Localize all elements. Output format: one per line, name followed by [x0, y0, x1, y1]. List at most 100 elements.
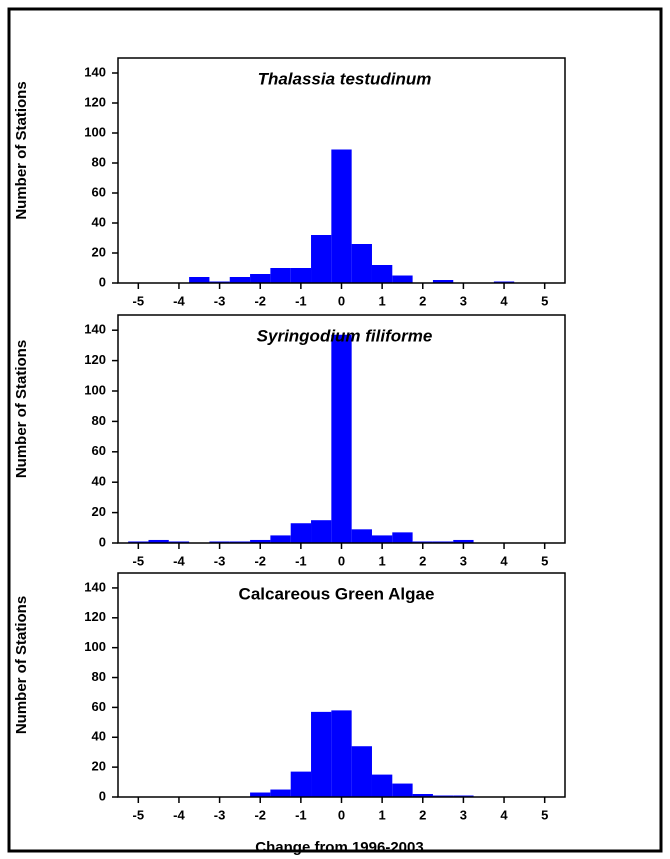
x-tick-label: 4	[500, 807, 508, 822]
bar	[351, 529, 372, 543]
x-tick-label: -5	[133, 553, 145, 568]
bar	[128, 541, 149, 543]
y-tick-label: 60	[92, 184, 106, 199]
bar	[148, 539, 169, 543]
bar	[229, 541, 251, 543]
bar	[331, 334, 352, 543]
x-tick-label: 0	[338, 807, 345, 822]
y-tick-label: 0	[99, 274, 106, 289]
x-tick-label: -2	[254, 553, 266, 568]
chart-title: Thalassia testudinum	[258, 69, 432, 88]
x-tick-label: 4	[500, 553, 508, 568]
x-tick-label: 3	[460, 553, 467, 568]
x-tick-label: 1	[379, 293, 386, 308]
bar	[392, 532, 413, 543]
x-tick-label: -2	[254, 807, 266, 822]
x-tick-label: 0	[338, 553, 345, 568]
bar	[453, 539, 474, 543]
chart-title: Calcareous Green Algae	[239, 584, 435, 603]
x-tick-label: -4	[173, 807, 185, 822]
x-tick-label: 3	[460, 293, 467, 308]
x-tick-label: 1	[379, 553, 386, 568]
y-axis-label: Number of Stations	[13, 596, 30, 734]
y-tick-label: 60	[92, 699, 106, 714]
bar	[311, 711, 332, 797]
bar	[432, 280, 454, 283]
y-tick-label: 40	[92, 729, 106, 744]
bar	[250, 792, 271, 797]
y-axis-label: Number of Stations	[13, 81, 30, 219]
y-tick-label: 40	[92, 214, 106, 229]
y-tick-label: 140	[84, 64, 106, 79]
bar	[351, 746, 372, 797]
y-tick-label: 20	[92, 504, 106, 519]
x-tick-label: 2	[419, 293, 426, 308]
y-tick-label: 120	[84, 352, 106, 367]
y-tick-label: 80	[92, 413, 106, 428]
y-tick-label: 0	[99, 788, 106, 803]
bar	[209, 541, 230, 543]
bar	[168, 541, 190, 543]
x-tick-label: 5	[541, 293, 548, 308]
y-tick-label: 100	[84, 124, 106, 139]
x-tick-label: -3	[214, 293, 226, 308]
bar	[371, 774, 393, 797]
x-tick-label: 0	[338, 293, 345, 308]
y-tick-label: 100	[84, 639, 106, 654]
bar	[250, 539, 271, 543]
x-tick-label: 4	[500, 293, 508, 308]
y-tick-label: 100	[84, 382, 106, 397]
y-tick-label: 20	[92, 244, 106, 259]
bar	[351, 244, 372, 283]
bar	[331, 710, 352, 797]
chart-title: Syringodium filiforme	[257, 326, 433, 345]
bar	[189, 277, 210, 283]
bar	[392, 783, 413, 797]
x-tick-label: -4	[173, 553, 185, 568]
x-tick-label: -3	[214, 553, 226, 568]
bar	[331, 149, 352, 283]
y-tick-label: 140	[84, 322, 106, 337]
frame	[7, 7, 663, 853]
bar	[290, 523, 312, 543]
bar	[371, 535, 393, 543]
x-tick-label: 2	[419, 807, 426, 822]
x-tick-label: -5	[133, 293, 145, 308]
x-tick-label: 1	[379, 807, 386, 822]
x-tick-label: -5	[133, 807, 145, 822]
y-tick-label: 20	[92, 759, 106, 774]
x-tick-label: 2	[419, 553, 426, 568]
x-tick-label: -1	[295, 553, 307, 568]
bar	[270, 268, 291, 283]
bar	[311, 520, 332, 543]
y-tick-label: 120	[84, 609, 106, 624]
y-tick-label: 80	[92, 154, 106, 169]
y-tick-label: 140	[84, 579, 106, 594]
bar	[371, 265, 393, 283]
y-tick-label: 0	[99, 534, 106, 549]
bar	[290, 771, 312, 797]
y-tick-label: 120	[84, 94, 106, 109]
x-tick-label: -1	[295, 807, 307, 822]
x-tick-label: -2	[254, 293, 266, 308]
bar	[311, 235, 332, 283]
y-tick-label: 60	[92, 443, 106, 458]
bar	[229, 277, 251, 283]
y-tick-label: 80	[92, 669, 106, 684]
bar	[250, 274, 271, 283]
x-tick-label: -4	[173, 293, 185, 308]
x-tick-label: 5	[541, 553, 548, 568]
bar	[392, 275, 413, 283]
bar	[270, 789, 291, 797]
x-axis-label: Change from 1996-2003	[255, 839, 423, 856]
bar	[412, 541, 433, 543]
x-tick-label: 5	[541, 807, 548, 822]
bar	[432, 541, 454, 543]
x-tick-label: 3	[460, 807, 467, 822]
bar	[290, 268, 312, 283]
y-axis-label: Number of Stations	[13, 340, 30, 478]
x-tick-label: -3	[214, 807, 226, 822]
bar	[412, 794, 433, 797]
bar	[270, 535, 291, 543]
